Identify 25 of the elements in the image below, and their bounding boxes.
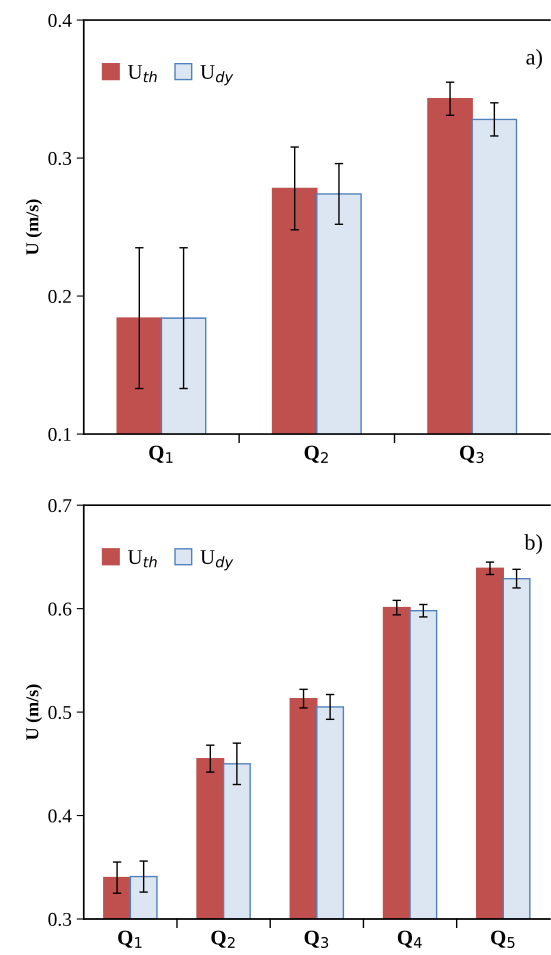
x-tick-label: Q$_{2}$	[304, 446, 328, 463]
y-tick-label: 0.4	[48, 809, 72, 823]
legend-label: U$_{dy}$	[200, 65, 234, 86]
legend-label: U$_{th}$	[128, 550, 157, 568]
y-tick-label: 0.2	[48, 290, 71, 304]
x-tick-label: Q$_{1}$	[149, 446, 173, 463]
x-tick-label: Q$_{1}$	[118, 930, 142, 948]
x-tick-label: Q$_{5}$	[491, 930, 514, 948]
y-axis-title: U (m/s)	[26, 684, 42, 740]
x-tick-label: Q$_{4}$	[398, 930, 422, 948]
y-tick-label: 0.7	[48, 499, 72, 512]
y-tick-label: 0.1	[48, 428, 71, 442]
legend-label: U$_{dy}$	[200, 550, 234, 570]
x-tick-label: Q$_{2}$	[211, 930, 235, 948]
y-tick-label: 0.4	[48, 14, 72, 28]
y-tick-label: 0.6	[48, 602, 72, 616]
x-tick-label: Q$_{3}$	[460, 446, 484, 464]
y-tick-label: 0.5	[48, 706, 72, 720]
y-axis-title: U (m/s)	[26, 200, 42, 255]
y-tick-label: 0.3	[48, 152, 72, 166]
annotation: b)	[524, 534, 542, 554]
x-tick-label: Q$_{3}$	[304, 930, 328, 948]
y-tick-label: 0.3	[48, 912, 72, 926]
legend-label: U$_{th}$	[128, 65, 157, 82]
annotation: a)	[526, 49, 542, 70]
